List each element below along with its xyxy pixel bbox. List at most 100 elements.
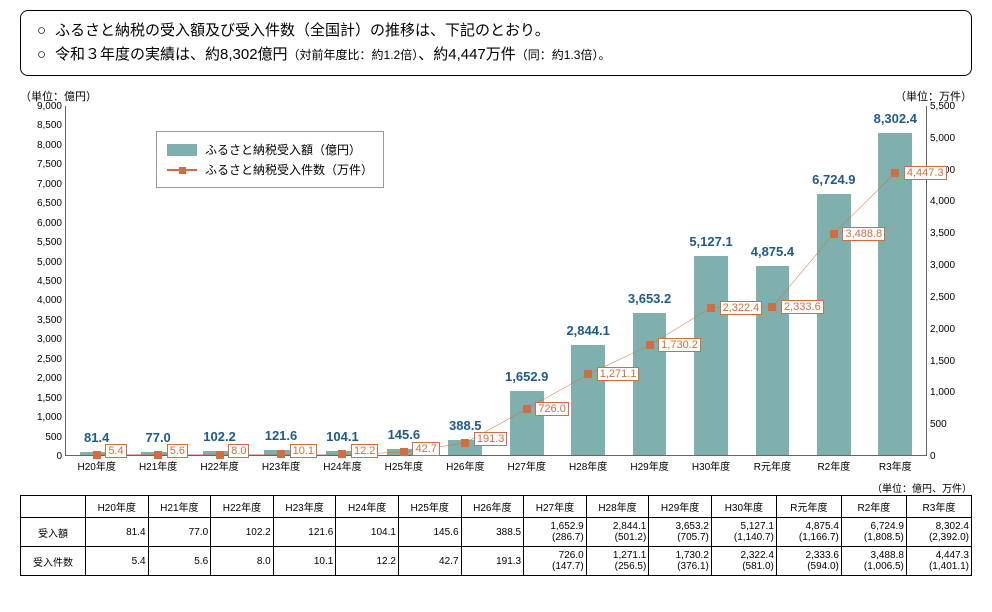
table-cell: 5,127.1(1,140.7) (711, 518, 776, 547)
table-col-header: H29年度 (649, 496, 712, 518)
x-axis-label: H21年度 (139, 458, 177, 473)
table-col-header: H20年度 (85, 496, 148, 518)
line-marker (891, 169, 899, 177)
chart: 05001,0001,5002,0002,5003,0003,5004,0004… (20, 106, 972, 476)
x-axis-label: H30年度 (692, 458, 730, 473)
table-col-header: H21年度 (148, 496, 211, 518)
x-axis-label: R元年度 (754, 458, 791, 473)
bar-value-label: 145.6 (388, 427, 421, 442)
table-col-header: H27年度 (524, 496, 587, 518)
line-value-label: 1,730.2 (658, 338, 701, 352)
table-cell: 12.2 (336, 547, 399, 576)
line-marker (584, 370, 592, 378)
bar (756, 266, 790, 455)
bar-value-label: 8,302.4 (874, 111, 917, 126)
legend-line-label: ふるさと納税受入件数（万件） (205, 161, 373, 178)
table-col-header: R2年度 (841, 496, 906, 518)
table-cell: 1,652.9(286.7) (524, 518, 587, 547)
bar (571, 345, 605, 455)
bar (694, 256, 728, 455)
bar-value-label: 6,724.9 (812, 172, 855, 187)
line-value-label: 191.3 (474, 432, 508, 446)
table-cell: 10.1 (273, 547, 336, 576)
legend-bar-label: ふるさと納税受入額（億円） (205, 141, 361, 158)
bar-value-label: 4,875.4 (751, 244, 794, 259)
table-col-header: H28年度 (586, 496, 649, 518)
table-cell: 4,447.3(1,401.1) (906, 547, 971, 576)
line-marker (277, 450, 285, 458)
line-value-label: 5.4 (105, 444, 126, 458)
table-col-header: H25年度 (398, 496, 461, 518)
table-cell: 81.4 (85, 518, 148, 547)
table-cell: 5.6 (148, 547, 211, 576)
line-value-label: 12.2 (351, 444, 378, 458)
table-cell: 726.0(147.7) (524, 547, 587, 576)
legend-line-swatch (167, 169, 197, 171)
table-col-header: H30年度 (711, 496, 776, 518)
table-cell: 102.2 (211, 518, 274, 547)
line-marker (338, 450, 346, 458)
bar-value-label: 81.4 (84, 430, 109, 445)
x-axis-label: H25年度 (385, 458, 423, 473)
table-cell: 4,875.4(1,166.7) (776, 518, 841, 547)
table-cell: 145.6 (398, 518, 461, 547)
line-marker (768, 303, 776, 311)
line-value-label: 10.1 (290, 444, 317, 458)
table-cell: 42.7 (398, 547, 461, 576)
row-amount-head: 受入額 (21, 518, 86, 547)
bar (878, 133, 912, 455)
table-cell: 1,271.1(256.5) (586, 547, 649, 576)
line-value-label: 3,488.8 (842, 227, 885, 241)
line-marker (216, 451, 224, 459)
table-cell: 104.1 (336, 518, 399, 547)
x-axis-label: H22年度 (200, 458, 238, 473)
line-marker (93, 451, 101, 459)
table-cell: 1,730.2(376.1) (649, 547, 712, 576)
bar-value-label: 121.6 (265, 428, 298, 443)
bar-value-label: 388.5 (449, 418, 482, 433)
table-cell: 2,333.6(594.0) (776, 547, 841, 576)
line-marker (830, 230, 838, 238)
line-value-label: 2,333.6 (781, 300, 824, 314)
table-cell: 8.0 (211, 547, 274, 576)
line-marker (461, 439, 469, 447)
line-marker (646, 341, 654, 349)
x-axis-label: H20年度 (78, 458, 116, 473)
table-col-header: H23年度 (273, 496, 336, 518)
line-value-label: 1,271.1 (597, 367, 640, 381)
table-cell: 3,653.2(705.7) (649, 518, 712, 547)
x-axis-label: H23年度 (262, 458, 300, 473)
x-axis-label: R2年度 (817, 458, 850, 473)
x-axis-label: R3年度 (879, 458, 912, 473)
line-value-label: 8.0 (228, 444, 249, 458)
bar (510, 391, 544, 455)
table-cell: 3,488.8(1,006.5) (841, 547, 906, 576)
line-marker (707, 304, 715, 312)
x-axis-label: H29年度 (630, 458, 668, 473)
table-cell: 121.6 (273, 518, 336, 547)
bar-value-label: 2,844.1 (566, 323, 609, 338)
table-col-header: H26年度 (461, 496, 524, 518)
bar-value-label: 77.0 (145, 430, 170, 445)
summary-box: ○ふるさと納税の受入額及び受入件数（全国計）の推移は、下記のとおり。 ○令和３年… (20, 10, 972, 76)
x-axis-label: H28年度 (569, 458, 607, 473)
line-value-label: 4,447.3 (904, 166, 947, 180)
table-cell: 191.3 (461, 547, 524, 576)
summary-line-1: ○ふるさと納税の受入額及び受入件数（全国計）の推移は、下記のとおり。 (37, 19, 955, 43)
table-cell: 8,302.4(2,392.0) (906, 518, 971, 547)
x-axis-label: H24年度 (323, 458, 361, 473)
line-marker (154, 451, 162, 459)
bar-value-label: 5,127.1 (689, 234, 732, 249)
table-cell: 388.5 (461, 518, 524, 547)
x-axis-label: H27年度 (508, 458, 546, 473)
legend-bar-swatch (167, 144, 197, 156)
bar (633, 313, 667, 455)
row-count-head: 受入件数 (21, 547, 86, 576)
table-col-header: H24年度 (336, 496, 399, 518)
table-col-header: R元年度 (776, 496, 841, 518)
table-cell: 2,322.4(581.0) (711, 547, 776, 576)
line-value-label: 2,322.4 (720, 301, 763, 315)
line-value-label: 5.6 (167, 444, 188, 458)
line-marker (400, 448, 408, 456)
data-table: H20年度H21年度H22年度H23年度H24年度H25年度H26年度H27年度… (20, 495, 972, 576)
